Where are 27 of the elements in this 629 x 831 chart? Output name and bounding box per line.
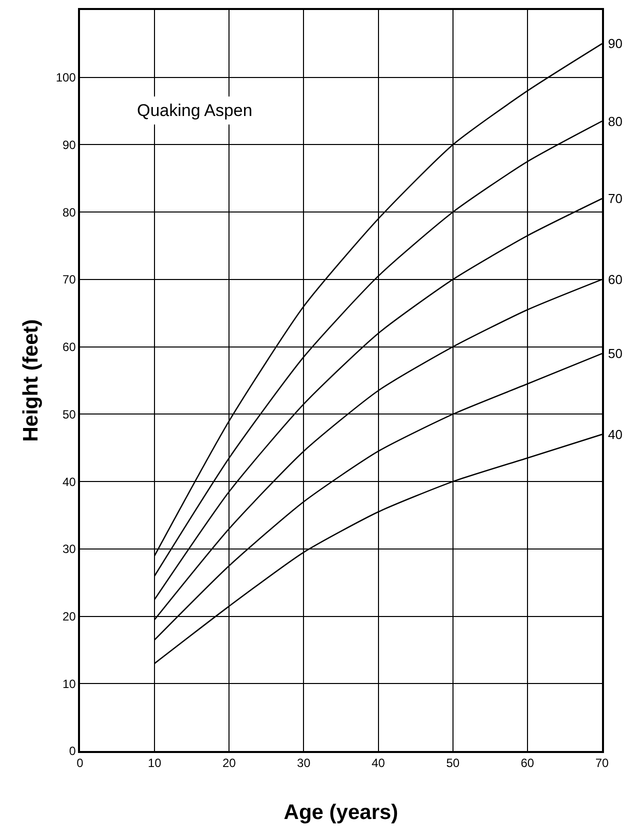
- y-tick-label: 100: [56, 70, 76, 85]
- y-tick-label: 50: [62, 407, 76, 422]
- y-tick-label: 0: [69, 744, 76, 758]
- y-tick-label: 90: [62, 138, 76, 152]
- series-label: 70: [608, 191, 622, 206]
- x-tick-label: 40: [372, 756, 386, 770]
- x-tick-label: 70: [595, 756, 609, 770]
- text: Quaking Aspen: [137, 101, 252, 120]
- x-tick-label: 30: [297, 756, 311, 770]
- x-axis-title: Age (years): [284, 800, 398, 824]
- x-tick-label: 20: [222, 756, 236, 770]
- x-tick-label: 50: [446, 756, 460, 770]
- series-label: 90: [608, 36, 622, 51]
- y-axis-title: Height (feet): [19, 319, 42, 442]
- y-tick-label: 40: [62, 474, 76, 489]
- x-tick-label: 60: [520, 756, 534, 770]
- y-tick-label: 80: [62, 205, 76, 220]
- y-tick-label: 70: [62, 272, 76, 287]
- series-label: 80: [608, 114, 622, 129]
- series-label: 40: [608, 427, 622, 442]
- y-tick-label: 20: [62, 609, 76, 624]
- y-tick-label: 30: [62, 542, 76, 556]
- x-tick-label: 10: [148, 756, 162, 770]
- series-label: 50: [608, 346, 622, 361]
- y-tick-label: 60: [62, 340, 76, 354]
- series-label: 60: [608, 272, 622, 287]
- y-tick-label: 10: [62, 676, 76, 691]
